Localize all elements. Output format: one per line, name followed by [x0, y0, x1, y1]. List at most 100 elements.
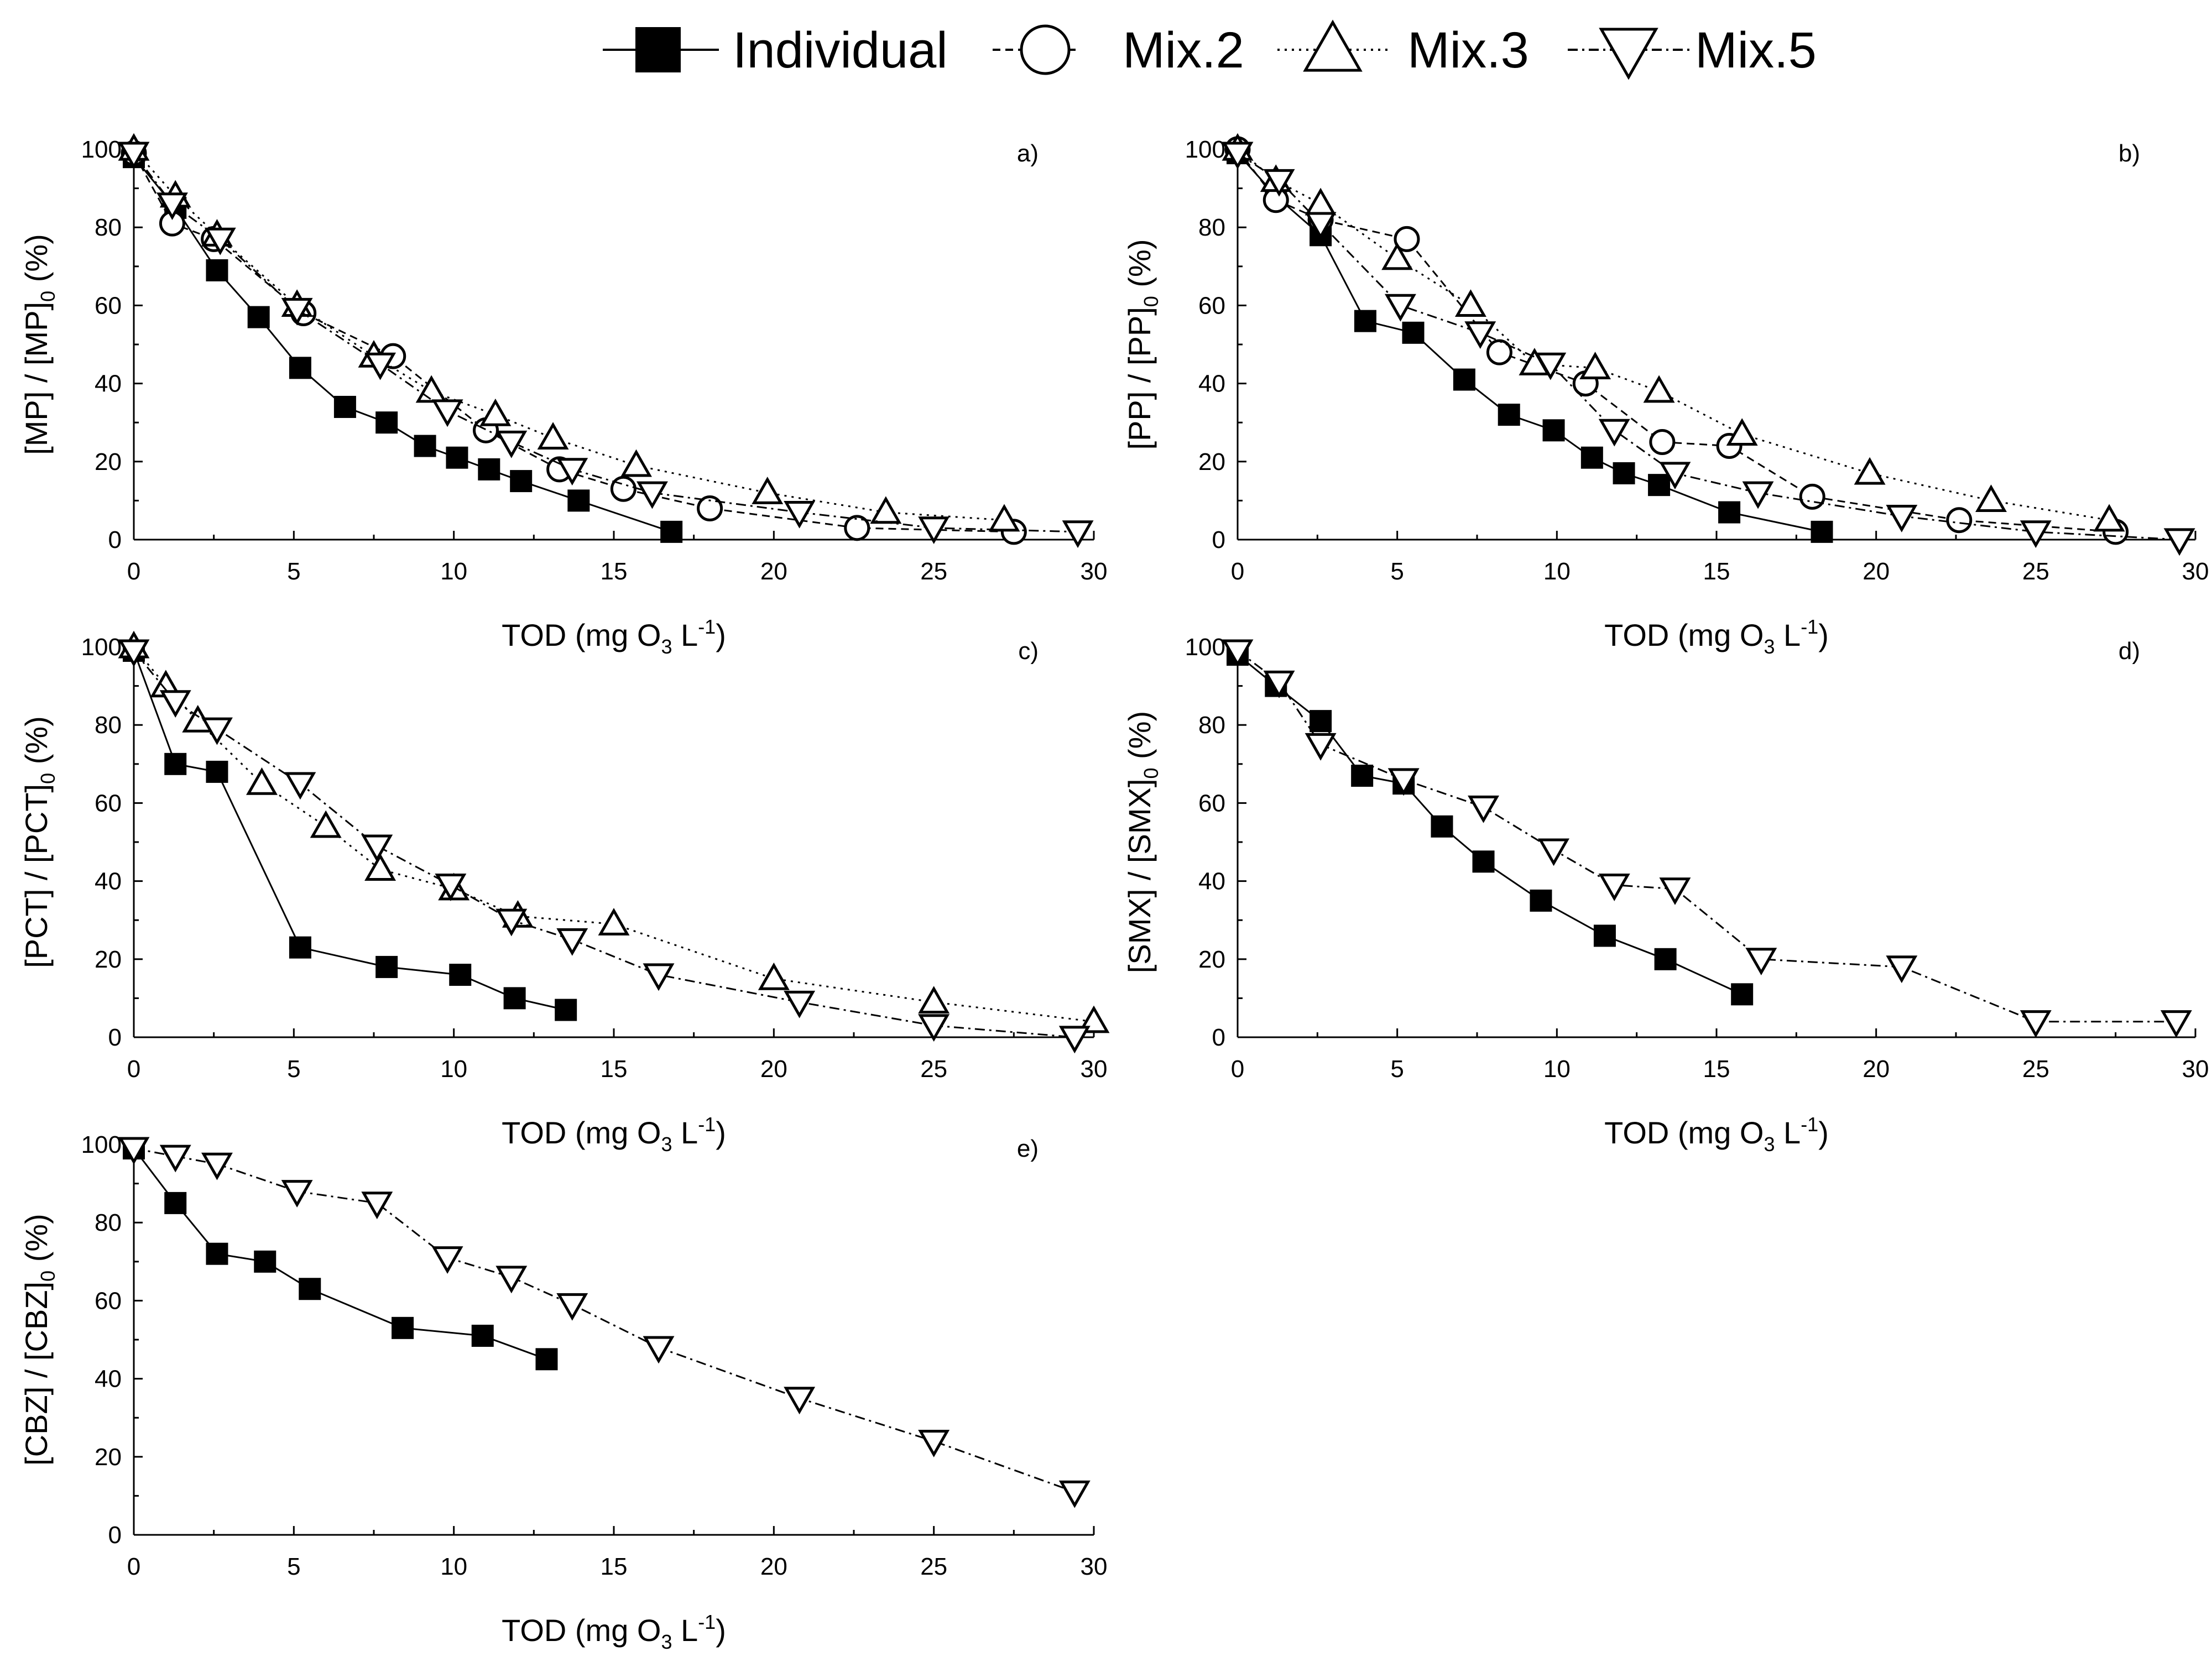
data-point-mix5 [118, 142, 150, 170]
data-point-mix3 [1643, 375, 1675, 403]
data-point-mix5 [361, 834, 393, 863]
y-tick-label: 80 [95, 712, 122, 739]
x-tick-label: 30 [2182, 558, 2209, 585]
data-point-mix5 [2163, 528, 2195, 556]
y-tick-label: 80 [1198, 712, 1225, 739]
data-point-mix5 [495, 908, 528, 937]
data-point-individual [299, 1278, 321, 1300]
series-line-individual [133, 650, 566, 1011]
data-point-individual [375, 411, 398, 434]
x-tick-label: 5 [287, 558, 300, 585]
data-point-mix3 [537, 422, 569, 450]
x-axis-title-sup: -1 [1801, 1113, 1818, 1136]
y-tick-label: 0 [1212, 526, 1225, 553]
data-point-individual [1593, 924, 1616, 947]
x-tick-label: 10 [440, 1553, 467, 1580]
x-axis-title-post: ) [716, 1613, 726, 1648]
data-point-mix5 [435, 874, 467, 901]
legend-label-individual: Individual [733, 22, 948, 79]
data-point-individual [392, 1316, 414, 1339]
x-axis-title-pre: TOD (mg O [502, 1115, 661, 1150]
data-point-mix5 [2160, 1010, 2192, 1038]
data-point-mix5 [159, 690, 191, 718]
data-point-mix5 [556, 928, 588, 956]
data-point-mix3 [758, 962, 790, 990]
data-point-mix5 [1659, 462, 1691, 490]
x-tick-label: 30 [1081, 1055, 1108, 1083]
data-point-mix5 [1659, 877, 1691, 905]
data-point-mix2 [697, 495, 723, 522]
legend-item-individual: Individual [603, 22, 948, 79]
data-point-individual [206, 760, 228, 783]
data-point-mix2 [1946, 507, 1973, 534]
data-point-mix5 [643, 963, 675, 991]
data-point-mix3 [988, 504, 1020, 532]
y-tick-label: 40 [95, 370, 122, 398]
y-axis-title-sub: 0 [1140, 296, 1162, 307]
data-point-mix3 [1975, 484, 2007, 513]
series-mix5 [118, 639, 1091, 1054]
x-tick-label: 25 [920, 1553, 947, 1580]
series-individual [123, 640, 577, 1021]
data-point-mix5 [1058, 1480, 1091, 1508]
y-tick-label: 60 [1198, 790, 1225, 817]
x-tick-label: 0 [1231, 1055, 1244, 1083]
y-axis-title: [CBZ] / [CBZ]0 (%) [19, 1214, 59, 1466]
data-point-individual [1402, 321, 1425, 344]
data-point-mix5 [2020, 520, 2052, 548]
x-tick-label: 15 [601, 1055, 628, 1083]
x-tick-label: 0 [127, 1553, 140, 1580]
data-point-individual [164, 1192, 187, 1214]
data-point-mix5 [784, 1387, 816, 1415]
data-point-mix5 [1058, 1026, 1091, 1054]
y-tick-label: 20 [1198, 448, 1225, 475]
legend-label-mix5: Mix.5 [1695, 22, 1817, 79]
data-point-mix5 [1535, 352, 1567, 380]
data-point-mix5 [1742, 481, 1774, 509]
y-tick-label: 100 [1185, 634, 1225, 661]
legend-marker-mix5 [1599, 28, 1658, 80]
data-point-individual [247, 306, 270, 328]
series-line-individual [1237, 654, 1743, 995]
x-axis-title: TOD (mg O3 L-1) [1604, 615, 1829, 658]
x-axis-title-pre: TOD (mg O [502, 1613, 661, 1648]
data-point-individual [1654, 948, 1677, 970]
x-tick-label: 0 [1231, 558, 1244, 585]
panel-label: e) [1017, 1135, 1039, 1162]
y-axis-title-sub: 0 [1140, 768, 1162, 779]
x-tick-label: 5 [287, 1553, 300, 1580]
series-mix3 [118, 630, 1110, 1033]
y-tick-label: 0 [108, 526, 122, 553]
data-point-mix3 [1078, 1005, 1110, 1033]
y-axis-title: [PP] / [PP]0 (%) [1122, 239, 1162, 450]
data-point-mix3 [364, 853, 397, 881]
data-point-mix5 [1464, 321, 1496, 349]
data-point-mix5 [636, 481, 668, 509]
x-axis-title-post: ) [716, 1115, 726, 1150]
y-tick-label: 100 [81, 136, 122, 163]
y-axis-title-main: [MP] / [MP] [19, 302, 54, 455]
data-point-mix3 [598, 908, 630, 936]
x-tick-label: 10 [440, 558, 467, 585]
series-line-mix5 [133, 650, 1075, 1038]
y-tick-label: 100 [81, 1131, 122, 1158]
data-point-mix5 [1598, 419, 1630, 447]
data-point-individual [1354, 310, 1376, 332]
data-point-individual [1351, 764, 1374, 787]
x-tick-label: 20 [1863, 1055, 1890, 1083]
y-tick-label: 20 [95, 1444, 122, 1471]
x-tick-label: 25 [2022, 558, 2049, 585]
y-tick-label: 40 [1198, 370, 1225, 398]
x-tick-label: 25 [2022, 1055, 2049, 1083]
x-tick-label: 10 [1543, 1055, 1571, 1083]
y-axis-title: [MP] / [MP]0 (%) [19, 234, 59, 455]
legend-marker-individual [635, 27, 681, 72]
data-point-mix5 [201, 717, 233, 745]
data-point-mix3 [1305, 187, 1337, 216]
data-point-mix5 [431, 399, 463, 427]
y-tick-label: 40 [1198, 868, 1225, 895]
legend-marker-mix3 [1303, 19, 1363, 72]
x-axis-title-mid: L [672, 1115, 698, 1150]
